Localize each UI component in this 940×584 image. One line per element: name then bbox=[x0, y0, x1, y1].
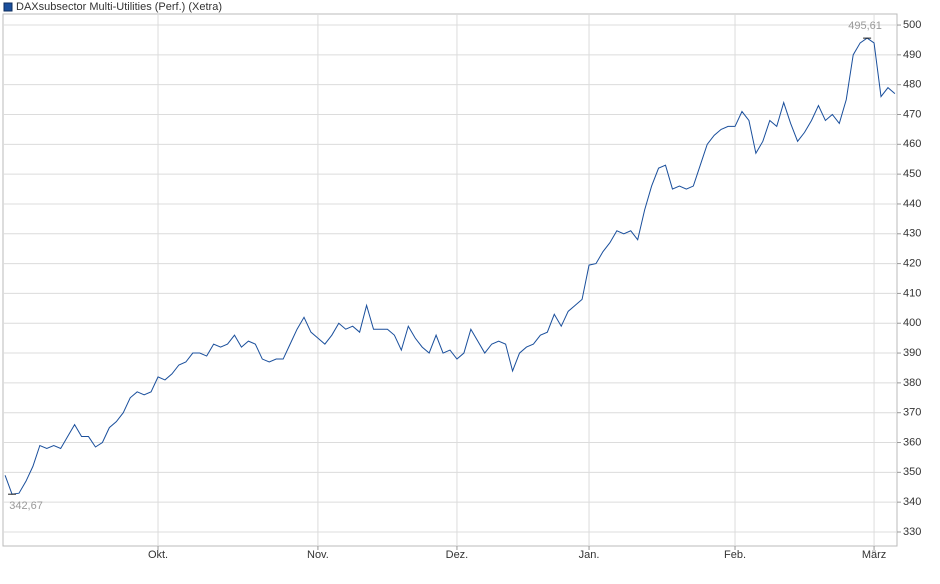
y-tick-label: 370 bbox=[903, 407, 921, 419]
y-tick-label: 420 bbox=[903, 258, 921, 270]
extreme-label: 342,67 bbox=[9, 500, 43, 512]
y-tick-label: 390 bbox=[903, 347, 921, 359]
y-tick-label: 460 bbox=[903, 138, 921, 150]
x-tick-label: März bbox=[862, 549, 886, 561]
y-tick-label: 340 bbox=[903, 496, 921, 508]
x-tick-label: Jan. bbox=[579, 549, 600, 561]
y-tick-label: 430 bbox=[903, 228, 921, 240]
x-tick-label: Nov. bbox=[307, 549, 329, 561]
y-tick-label: 480 bbox=[903, 79, 921, 91]
data-line bbox=[4, 37, 896, 495]
y-tick-label: 500 bbox=[903, 19, 921, 31]
legend-swatch bbox=[3, 2, 13, 12]
x-tick-label: Feb. bbox=[724, 549, 746, 561]
y-tick-label: 350 bbox=[903, 466, 921, 478]
legend-label: DAXsubsector Multi-Utilities (Perf.) (Xe… bbox=[16, 1, 222, 13]
extreme-label: 495,61 bbox=[848, 20, 882, 32]
y-tick-label: 450 bbox=[903, 168, 921, 180]
y-tick-label: 380 bbox=[903, 377, 921, 389]
y-tick-label: 410 bbox=[903, 287, 921, 299]
y-tick-label: 440 bbox=[903, 198, 921, 210]
y-tick-label: 400 bbox=[903, 317, 921, 329]
y-tick-label: 470 bbox=[903, 108, 921, 120]
y-tick-label: 490 bbox=[903, 49, 921, 61]
x-tick-label: Okt. bbox=[148, 549, 168, 561]
y-tick-label: 360 bbox=[903, 436, 921, 448]
x-tick-label: Dez. bbox=[446, 549, 469, 561]
y-tick-label: 330 bbox=[903, 526, 921, 538]
plot-frame bbox=[2, 13, 898, 547]
